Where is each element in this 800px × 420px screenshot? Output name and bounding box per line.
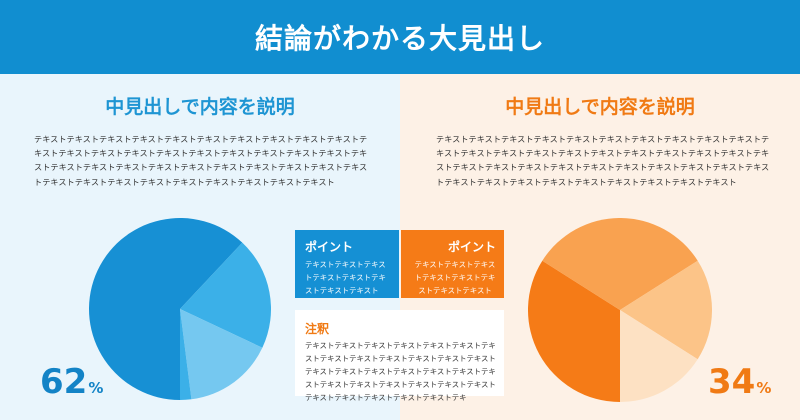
point-box-right: ポイント テキストテキストテキストテキストテキストテキストテキストテキスト [401, 230, 504, 298]
note-box: 注釈 テキストテキストテキストテキストテキストテキストテキストテキストテキストテ… [295, 310, 504, 402]
right-percentage-value: 34 [708, 362, 756, 402]
point-box-left: ポイント テキストテキストテキストテキストテキストテキストテキストテキスト [295, 230, 399, 298]
pie-slice [620, 260, 712, 360]
page-title: 結論がわかる大見出し [0, 0, 800, 74]
pie-slice [180, 309, 192, 400]
point-left-text: テキストテキストテキストテキストテキストテキストテキストテキスト [305, 260, 386, 295]
left-body-text: テキストテキストテキストテキストテキストテキストテキストテキストテキストテキスト… [34, 134, 368, 187]
pie-slice [89, 218, 243, 400]
pie-slice [542, 218, 698, 310]
left-percentage-unit: % [88, 379, 104, 397]
left-percentage-value: 62 [40, 362, 88, 402]
pie-slice [180, 242, 271, 348]
left-pie-chart [89, 218, 271, 400]
pie-slice [620, 310, 698, 402]
point-left-title: ポイント [305, 240, 354, 254]
right-body-text: テキストテキストテキストテキストテキストテキストテキストテキストテキストテキスト… [436, 134, 770, 187]
left-subtitle: 中見出しで内容を説明 [105, 96, 295, 118]
note-title: 注釈 [305, 322, 330, 336]
point-right-text: テキストテキストテキストテキストテキストテキストテキストテキスト [414, 260, 496, 295]
point-right-title: ポイント [448, 240, 497, 254]
pie-slice [180, 309, 263, 400]
right-percentage-unit: % [756, 379, 772, 397]
right-pie-chart [528, 218, 712, 402]
right-percentage: 34% [708, 362, 771, 402]
left-percentage: 62% [40, 362, 103, 402]
pie-slice [528, 260, 620, 402]
right-subtitle: 中見出しで内容を説明 [505, 96, 695, 118]
note-text: テキストテキストテキストテキストテキストテキストテキストテキストテキストテキスト… [305, 341, 496, 402]
